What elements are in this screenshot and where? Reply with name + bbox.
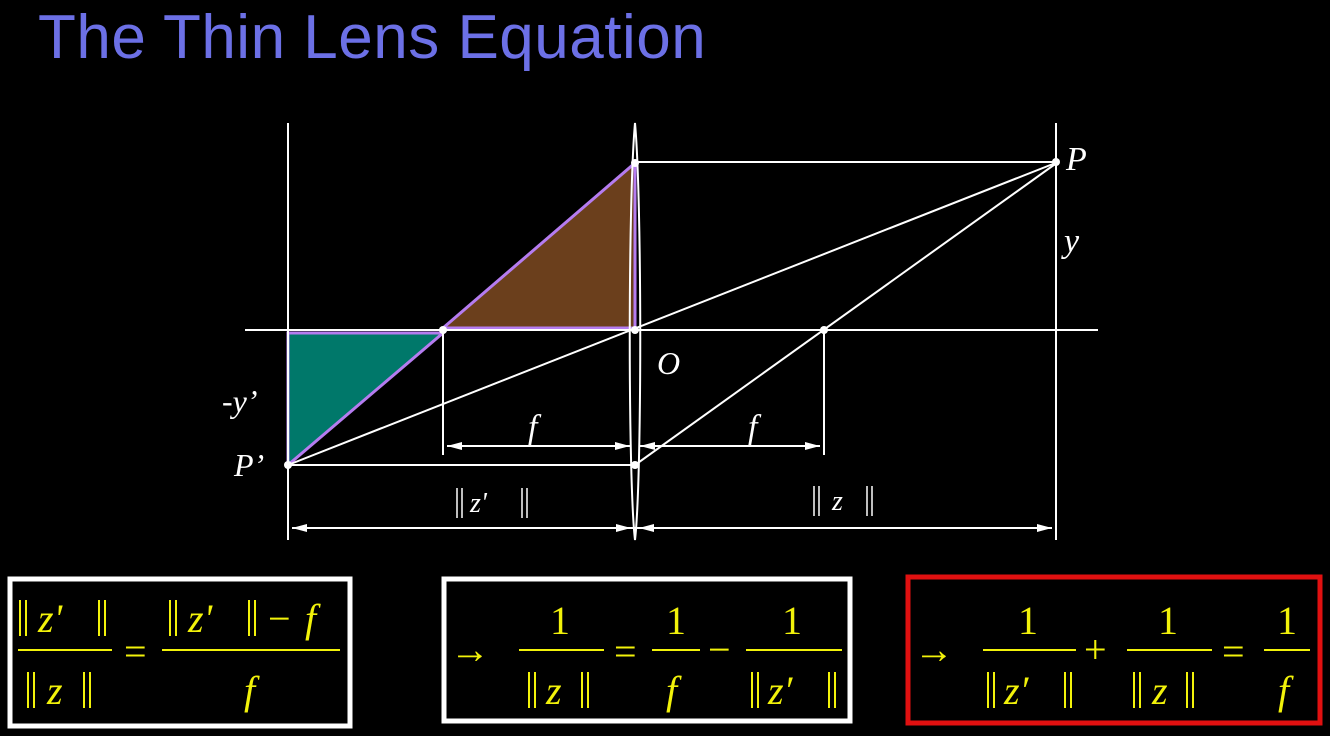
equation-box-3: → 1 z′ + 1 z = 1 f: [905, 574, 1323, 726]
label-neg-y-prime: -y’: [222, 383, 258, 419]
focal-ray: [634, 161, 1059, 466]
svg-text:z: z: [831, 486, 843, 517]
eq3-one-c: 1: [1277, 598, 1297, 643]
eq3-den-b: z: [1151, 668, 1168, 713]
eq1-num-right-term: z': [187, 596, 214, 641]
label-f-right: f: [748, 409, 762, 446]
svg-text:z': z': [469, 488, 488, 519]
dimension-arrowheads: [292, 442, 1052, 532]
eq3-one-b: 1: [1158, 598, 1178, 643]
eq2-one-a: 1: [550, 598, 570, 643]
equation-box-2: → 1 z = 1 f − 1 z′: [441, 576, 853, 724]
eq2-arrow: →: [450, 627, 490, 672]
eq3-arrow: →: [914, 627, 954, 672]
eq2-den-c: z′: [767, 668, 794, 713]
label-y: y: [1061, 223, 1080, 260]
label-f-left: f: [528, 409, 542, 446]
eq3-den-a: z′: [1003, 668, 1030, 713]
label-z-prime-distance: z': [456, 488, 528, 519]
page-title: The Thin Lens Equation: [38, 3, 707, 72]
eq1-den-left: z: [46, 668, 63, 713]
label-P-prime: P’: [233, 447, 264, 483]
key-points: [284, 158, 1060, 469]
eq2-equals: =: [614, 629, 637, 674]
eq1-num-left: z': [37, 596, 64, 641]
eq3-one-a: 1: [1018, 598, 1038, 643]
eq2-one-c: 1: [782, 598, 802, 643]
label-O: O: [657, 345, 680, 381]
eq3-plus: +: [1084, 627, 1107, 672]
eq2-one-b: 1: [666, 598, 686, 643]
lens-shape: [628, 122, 642, 541]
chief-ray: [287, 161, 1059, 466]
label-z-distance: z: [813, 486, 873, 517]
teal-similar-triangle: [286, 331, 448, 469]
brown-similar-triangle: [438, 159, 637, 330]
eq3-equals: =: [1222, 629, 1245, 674]
label-P: P: [1065, 141, 1087, 178]
eq2-den-a: z: [545, 668, 562, 713]
eq2-minus: −: [708, 627, 731, 672]
equation-box-1: z' z = z' − f f: [7, 576, 353, 729]
eq1-num-right-minus: −: [268, 596, 291, 641]
eq1-equals: =: [124, 629, 147, 674]
